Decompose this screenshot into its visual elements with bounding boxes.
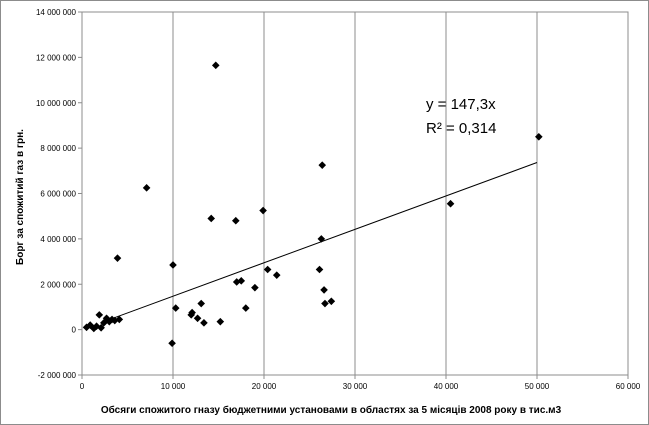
trendline-equation: y = 147,3x <box>426 96 496 113</box>
data-point <box>168 339 176 348</box>
data-point <box>237 277 246 285</box>
y-tick-label: 8 000 000 <box>40 144 76 153</box>
data-point <box>100 319 108 327</box>
axes <box>78 11 629 379</box>
x-tick-label: 50 000 <box>525 382 550 391</box>
y-tick-label: 12 000 000 <box>36 53 77 62</box>
data-point <box>193 314 202 323</box>
x-tick-label: 20 000 <box>252 382 277 391</box>
data-point <box>211 61 220 70</box>
y-tick-label: 14 000 000 <box>36 8 77 17</box>
data-point <box>446 199 455 208</box>
y-tick-label: 6 000 000 <box>40 190 76 199</box>
data-point <box>90 324 98 333</box>
y-tick-label: 2 000 000 <box>40 280 76 289</box>
data-point <box>321 299 329 308</box>
trendline-line <box>113 162 538 319</box>
grid-lines <box>172 12 629 375</box>
x-tick-labels: 0 10 000 20 000 30 000 40 000 50 000 60 000 <box>80 382 641 391</box>
data-point <box>263 265 272 274</box>
data-point <box>188 308 196 317</box>
x-tick-label: 40 000 <box>434 382 459 391</box>
data-point <box>200 319 208 327</box>
data-point <box>272 271 281 279</box>
data-points <box>82 61 543 348</box>
data-point <box>231 216 240 225</box>
x-tick-label: 60 000 <box>616 382 641 391</box>
data-point <box>320 286 328 294</box>
y-tick-label: -2 000 000 <box>38 371 77 380</box>
data-point <box>105 317 114 326</box>
data-point <box>92 322 101 331</box>
y-tick-label: 10 000 000 <box>36 99 77 108</box>
data-point <box>207 214 216 223</box>
y-tick-label: 4 000 000 <box>40 235 76 244</box>
data-point <box>318 161 327 169</box>
x-tick-label: 30 000 <box>343 382 368 391</box>
y-axis-title: Борг за спожитий газ в грн. <box>15 129 26 265</box>
x-tick-label: 10 000 <box>161 382 186 391</box>
data-point <box>171 304 180 312</box>
data-point <box>251 283 259 292</box>
data-point <box>242 304 250 312</box>
data-point <box>259 206 267 215</box>
data-point <box>113 254 122 262</box>
data-point <box>86 321 94 329</box>
data-point <box>82 323 91 332</box>
data-point <box>169 261 177 269</box>
data-point <box>197 299 206 308</box>
x-axis-title: Обсяги спожитого гназу бюджетними устано… <box>101 404 562 416</box>
x-tick-label: 0 <box>80 382 85 391</box>
r-squared-label: R² = 0,314 <box>426 120 496 137</box>
data-point <box>115 315 124 324</box>
data-point <box>232 278 241 286</box>
data-point <box>327 297 336 306</box>
data-point <box>97 324 105 332</box>
data-point <box>317 235 326 243</box>
data-point <box>108 315 116 324</box>
trendline <box>113 162 538 319</box>
data-point <box>142 184 151 192</box>
y-tick-labels: -2 000 000 0 2 000 000 4 000 000 6 000 000 8 … <box>36 8 77 380</box>
data-point <box>535 132 543 141</box>
data-point <box>95 311 104 319</box>
data-point <box>315 265 324 274</box>
y-tick-label: 0 <box>72 326 77 335</box>
data-point <box>216 317 225 326</box>
